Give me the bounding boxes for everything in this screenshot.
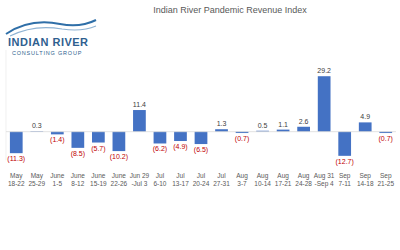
data-label: (0.7) — [379, 135, 393, 143]
x-tick-label: Aug3-7 — [236, 172, 248, 187]
logo-subtitle: CONSULTING GROUP — [12, 50, 82, 56]
x-tick-label: Aug 31-Sep 4 — [314, 172, 335, 188]
bar — [133, 110, 146, 132]
data-label: 0.3 — [32, 122, 42, 129]
logo-swoosh — [10, 26, 96, 36]
chart-root: INDIAN RIVER CONSULTING GROUP Indian River… — [0, 0, 400, 250]
x-tick-label: Aug24-28 — [295, 172, 312, 187]
data-label: 4.9 — [360, 113, 370, 120]
x-tick-label: June8-12 — [71, 172, 85, 187]
data-label: 1.1 — [278, 121, 288, 128]
data-label: (4.9) — [173, 143, 187, 151]
x-tick-label: Jul20-24 — [193, 172, 210, 187]
x-tick-label: June22-26 — [111, 172, 128, 187]
data-label: 1.3 — [217, 120, 227, 127]
bars — [10, 76, 392, 156]
x-tick-label: June15-19 — [90, 172, 107, 187]
chart-svg: INDIAN RIVER CONSULTING GROUP Indian River… — [0, 0, 400, 250]
bar — [359, 122, 372, 131]
x-tick-label: Jul27-31 — [213, 172, 230, 187]
bar — [10, 132, 23, 153]
bar — [154, 132, 167, 144]
data-label: (6.5) — [194, 146, 208, 154]
y-axis-line — [6, 50, 7, 160]
logo-name: INDIAN RIVER — [8, 36, 89, 48]
bar — [174, 132, 187, 141]
chart-title: Indian River Pandemic Revenue Index — [153, 5, 307, 15]
x-tick-label: Jul13-17 — [172, 172, 189, 187]
x-tick-label: Sep7-11 — [338, 172, 351, 187]
x-tick-label: Aug17-21 — [275, 172, 292, 187]
x-tick-label: Jul6-10 — [153, 172, 166, 187]
bar — [113, 132, 126, 151]
x-tick-label: Sep21-25 — [377, 172, 394, 187]
bar — [297, 127, 310, 132]
x-axis-line — [6, 131, 396, 132]
x-tick-label: June1-5 — [50, 172, 64, 187]
bar — [318, 76, 331, 131]
data-label: (5.7) — [91, 145, 105, 153]
data-label: (0.7) — [235, 135, 249, 143]
logo: INDIAN RIVER CONSULTING GROUP — [6, 20, 96, 56]
bar — [71, 132, 84, 148]
bar — [338, 132, 351, 156]
data-label: (1.4) — [50, 136, 64, 144]
data-label: (8.5) — [71, 150, 85, 158]
data-label: 2.6 — [299, 118, 309, 125]
data-label: (11.3) — [7, 155, 25, 163]
bar — [92, 132, 105, 143]
x-tick-label: Jun 29-Jul 3 — [130, 172, 150, 187]
data-label: (10.2) — [110, 153, 128, 161]
data-label: 29.2 — [317, 67, 331, 74]
data-label: (6.2) — [153, 145, 167, 153]
data-label: 0.5 — [258, 122, 268, 129]
data-label: 11.4 — [133, 101, 146, 108]
bar — [195, 132, 208, 144]
x-tick-label: May25-29 — [28, 172, 45, 187]
x-tick-label: Sep14-18 — [357, 172, 374, 187]
x-tick-label: May18-22 — [8, 172, 25, 187]
x-tick-label: Aug10-14 — [254, 172, 271, 187]
data-label: (12.7) — [336, 158, 354, 166]
